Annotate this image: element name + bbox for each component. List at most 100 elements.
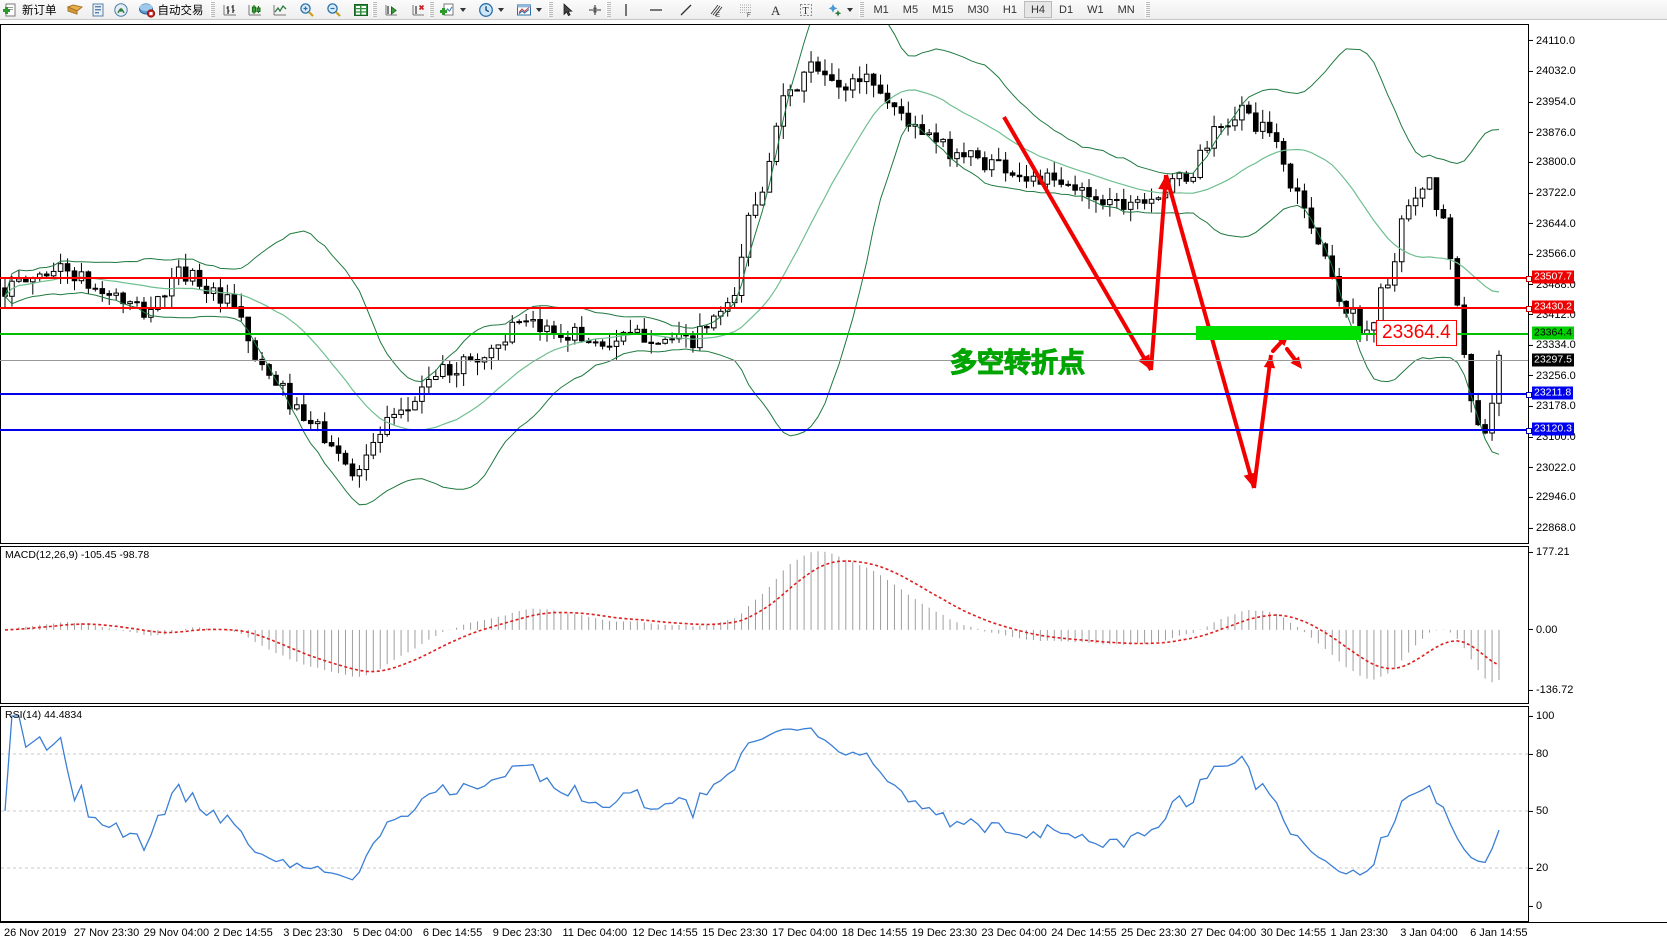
period-button[interactable]: [475, 1, 507, 19]
time-axis-label: 30 Dec 14:55: [1260, 927, 1327, 939]
time-axis-label: 15 Dec 23:30: [702, 927, 768, 939]
bar-chart-icon[interactable]: [222, 2, 238, 18]
candle-chart-icon[interactable]: [247, 2, 263, 18]
fibonacci-icon[interactable]: F: [738, 2, 754, 18]
price-level-tag[interactable]: 23507.7: [1532, 270, 1574, 284]
autoscroll-icon[interactable]: [410, 2, 426, 18]
navigator-icon[interactable]: [113, 2, 129, 18]
chevron-down-icon[interactable]: [535, 7, 542, 12]
timeframe-m15[interactable]: M15: [932, 3, 954, 16]
price-level-line[interactable]: [0, 306, 1532, 313]
zoom-in-icon[interactable]: [299, 2, 315, 18]
toolbar-separator: [605, 2, 611, 17]
price-level-handle[interactable]: [1526, 428, 1532, 435]
autotrade-button[interactable]: 自动交易: [136, 1, 207, 19]
price-tick: 23800.0: [1529, 156, 1576, 168]
equidistant-channel-icon[interactable]: E: [708, 2, 724, 18]
price-tick: 22946.0: [1529, 491, 1576, 504]
price-level-line[interactable]: [0, 359, 1528, 361]
price-tick: 22868.0: [1529, 522, 1576, 534]
trendline-icon[interactable]: [678, 2, 694, 18]
price-tick: 23022.0: [1529, 462, 1576, 474]
time-axis-label: 2 Dec 14:55: [213, 927, 273, 939]
price-tick: 23566.0: [1529, 248, 1576, 260]
time-axis[interactable]: 26 Nov 2019 27 Nov 23:30 29 Nov 04:00 2 Dec…: [0, 922, 1667, 948]
rsi-canvas: [1, 715, 1528, 881]
grid-icon[interactable]: [353, 2, 369, 18]
timeframe-h1[interactable]: H1: [1002, 3, 1017, 16]
autotrade-icon: [138, 2, 155, 18]
price-tick: 23644.0: [1529, 218, 1576, 230]
price-level-tag[interactable]: 23120.3: [1532, 422, 1574, 436]
chevron-down-icon[interactable]: [459, 7, 466, 12]
macd-scale[interactable]: 177.21 0.00 -136.72: [1528, 546, 1667, 704]
price-level-line[interactable]: [0, 276, 1532, 283]
pivot-zone-rectangle[interactable]: [1196, 326, 1361, 341]
line-chart-icon[interactable]: [272, 2, 288, 18]
svg-text:F: F: [747, 13, 751, 18]
hline-icon[interactable]: [648, 2, 664, 18]
shapes-button[interactable]: [824, 1, 856, 19]
svg-text:A: A: [771, 3, 781, 18]
vline-icon[interactable]: [618, 2, 634, 18]
main-toolbar: 新订单: [0, 0, 1667, 20]
price-level-handle[interactable]: [1526, 392, 1532, 399]
indicators-button[interactable]: [437, 1, 469, 19]
chevron-down-icon[interactable]: [846, 7, 853, 12]
crosshair-icon[interactable]: [587, 2, 603, 18]
price-scale[interactable]: 24110.0 24032.0 23954.0 23876.0 23800.0 23722…: [1528, 24, 1667, 544]
rsi-pane[interactable]: RSI(14) 44.4834: [0, 706, 1528, 922]
time-axis-label: 24 Dec 14:55: [1051, 927, 1117, 939]
price-level-tag[interactable]: 23364.4: [1532, 326, 1574, 340]
macd-tick: 0.00: [1529, 624, 1557, 636]
price-level-line[interactable]: [0, 333, 1528, 336]
time-axis-label: 3 Dec 23:30: [283, 927, 343, 939]
text-icon[interactable]: A: [768, 2, 784, 18]
time-axis-label: 6 Dec 14:55: [422, 927, 483, 939]
price-tick: 23876.0: [1529, 126, 1576, 139]
folder-icon[interactable]: [66, 2, 83, 18]
price-level-tag[interactable]: 23297.5: [1532, 353, 1574, 367]
templates-button[interactable]: [513, 1, 545, 19]
timeframe-group: M1 M5 M15 M30 H1 H4 D1 W1 MN: [867, 1, 1142, 18]
data-window-icon[interactable]: [90, 2, 106, 18]
timeframe-m1[interactable]: M1: [873, 3, 889, 16]
price-level-handle[interactable]: [1526, 276, 1532, 283]
macd-tick: 177.21: [1529, 546, 1570, 558]
price-callout-box[interactable]: 23364.4: [1376, 320, 1457, 347]
price-tick: 23256.0: [1529, 370, 1576, 382]
price-level-line[interactable]: [0, 392, 1532, 399]
macd-canvas: [4, 551, 1500, 683]
price-level-tag[interactable]: 23430.2: [1532, 300, 1574, 314]
timeframe-h4[interactable]: H4: [1023, 1, 1052, 18]
macd-tick: -136.72: [1529, 684, 1573, 696]
timeframe-mn[interactable]: MN: [1117, 3, 1135, 16]
macd-pane[interactable]: MACD(12,26,9) -105.45 -98.78: [0, 546, 1528, 704]
rsi-scale[interactable]: 100 80 50 20 0: [1528, 706, 1667, 922]
price-tick: 24110.0: [1529, 35, 1575, 47]
turning-point-annotation[interactable]: 多空转折点: [950, 348, 1086, 380]
price-level-tag[interactable]: 23211.8: [1532, 386, 1574, 400]
timeframe-d1[interactable]: D1: [1059, 3, 1074, 16]
time-axis-label: 26 Nov 2019: [4, 927, 67, 939]
time-axis-label: 11 Dec 04:00: [562, 927, 628, 939]
timeframe-m5[interactable]: M5: [902, 3, 919, 16]
price-chart-pane[interactable]: [0, 24, 1528, 544]
zoom-out-icon[interactable]: [326, 2, 342, 18]
shapes-icon: [827, 2, 843, 18]
svg-text:E: E: [716, 13, 720, 18]
timeframe-m30[interactable]: M30: [967, 3, 989, 16]
shift-icon[interactable]: [383, 2, 399, 18]
chevron-down-icon[interactable]: [497, 7, 504, 12]
price-level-handle[interactable]: [1526, 306, 1532, 313]
rsi-tick: 20: [1529, 862, 1548, 874]
time-axis-label: 23 Dec 04:00: [981, 927, 1047, 939]
new-order-label: 新订单: [22, 4, 57, 17]
text-label-icon[interactable]: T: [798, 2, 814, 18]
cursor-icon[interactable]: [560, 2, 576, 18]
time-axis-label: 9 Dec 23:30: [492, 927, 553, 939]
toolbar-separator: [858, 2, 864, 17]
price-level-line[interactable]: [0, 428, 1532, 435]
timeframe-w1[interactable]: W1: [1087, 3, 1104, 16]
new-order-button[interactable]: 新订单: [0, 1, 60, 19]
